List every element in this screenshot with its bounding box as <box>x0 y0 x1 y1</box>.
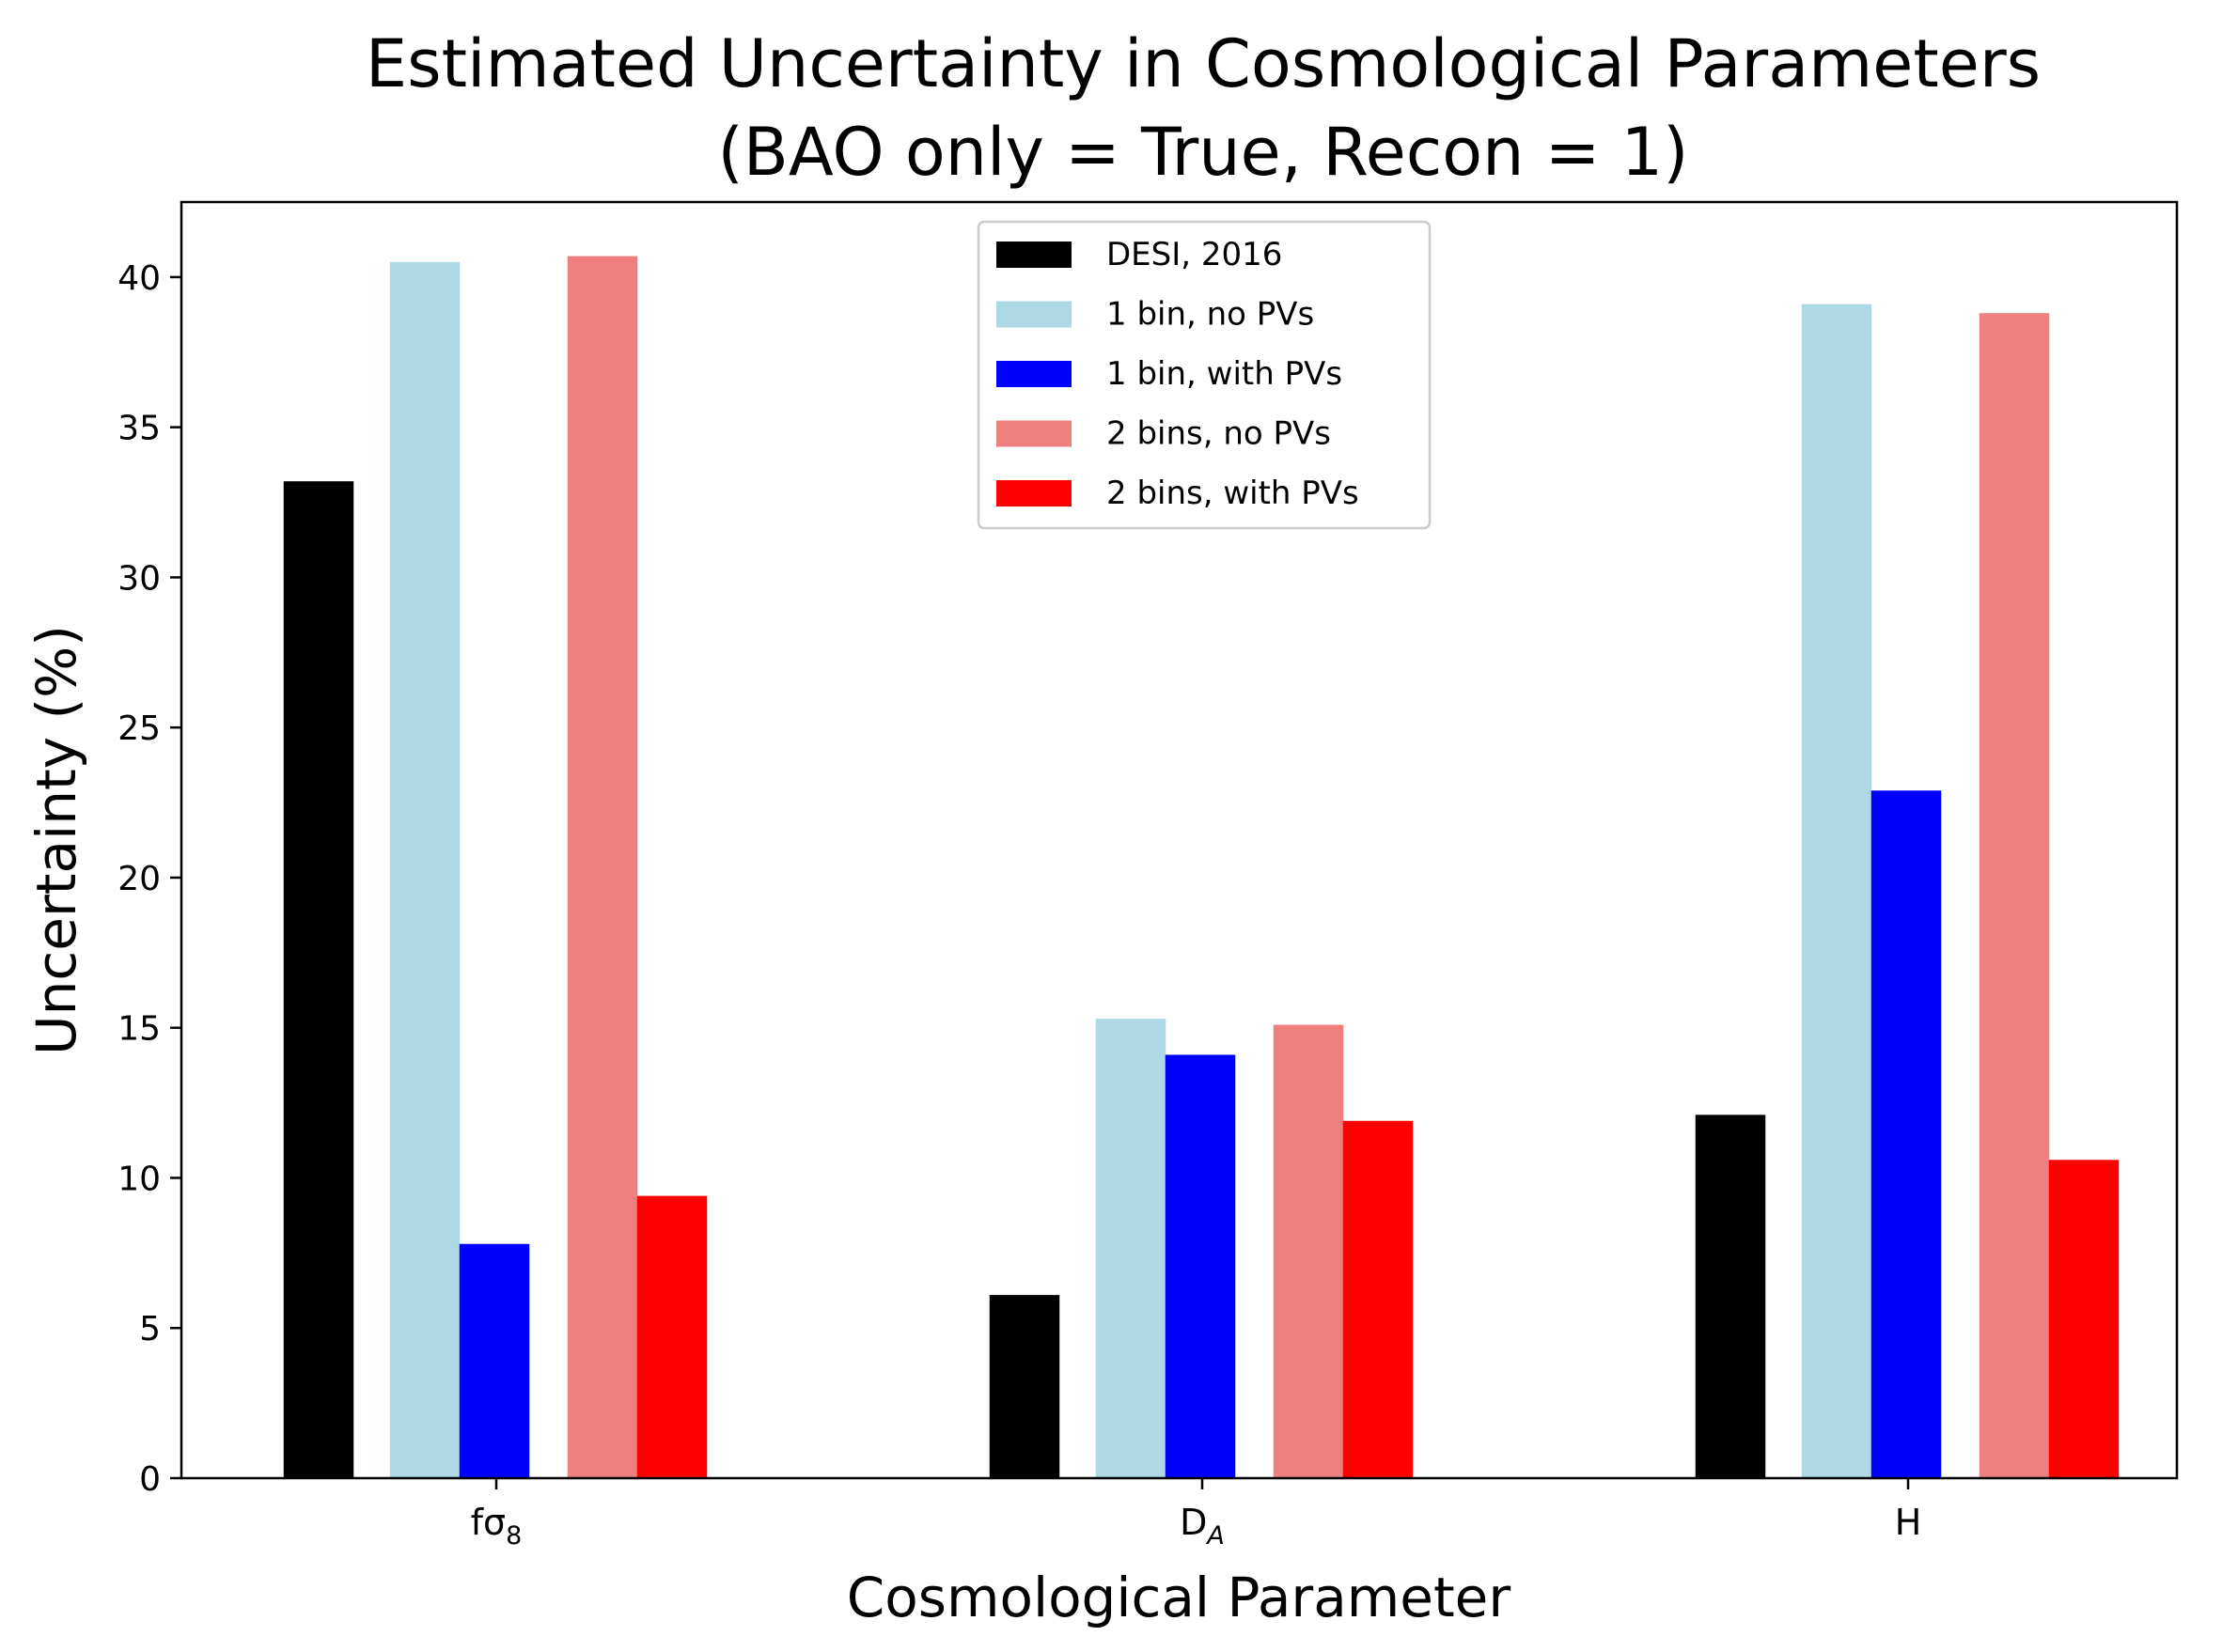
bar <box>636 1195 708 1478</box>
x-axis-label: Cosmological Parameter <box>847 1566 1511 1629</box>
x-tick-label-base: H <box>1895 1502 1922 1543</box>
chart-title-line1: Estimated Uncertainty in Cosmological Pa… <box>366 25 2041 102</box>
legend-box <box>977 220 1432 530</box>
bar <box>1342 1120 1414 1478</box>
x-tick-label-sub: A <box>1205 1521 1224 1551</box>
legend-swatch <box>996 242 1072 268</box>
x-tick-label: H <box>1895 1502 1922 1543</box>
y-tick-label: 25 <box>117 709 161 748</box>
bar <box>1979 313 2050 1479</box>
bars-group <box>283 256 2120 1479</box>
y-tick-label: 35 <box>117 410 161 448</box>
bar <box>2048 1160 2120 1478</box>
bar <box>1273 1024 1344 1478</box>
bar <box>1801 304 1872 1478</box>
bar <box>283 481 354 1478</box>
legend-swatch <box>996 420 1072 447</box>
legend-label: 1 bin, with PVs <box>1106 355 1342 393</box>
x-tick-label: fσ8 <box>471 1502 523 1551</box>
plot-frame <box>180 200 2179 1480</box>
legend-label: 1 bin, no PVs <box>1106 296 1314 334</box>
y-axis: 0 5 10 15 20 25 30 35 40 <box>117 259 181 1499</box>
legend: DESI, 2016 1 bin, no PVs 1 bin, with PVs 2 … <box>977 220 1432 530</box>
x-tick-label: DA <box>1180 1502 1225 1551</box>
bar <box>389 261 461 1478</box>
legend-label: DESI, 2016 <box>1106 236 1282 273</box>
bar <box>1165 1054 1236 1478</box>
y-tick-label: 20 <box>117 860 161 898</box>
y-tick-label: 10 <box>117 1160 161 1198</box>
chart-title-line2: (BAO only = True, Recon = 1) <box>718 114 1689 191</box>
legend-label: 2 bins, no PVs <box>1106 415 1331 453</box>
x-tick-label-base: fσ <box>471 1502 506 1543</box>
bar <box>989 1295 1060 1478</box>
bar <box>459 1243 530 1478</box>
y-tick-label: 30 <box>117 559 161 598</box>
legend-label: 2 bins, with PVs <box>1106 475 1359 512</box>
y-tick-label: 0 <box>139 1460 161 1499</box>
legend-swatch <box>996 480 1072 507</box>
bar <box>1870 790 1942 1478</box>
legend-swatch <box>996 301 1072 328</box>
y-tick-label: 5 <box>139 1310 161 1348</box>
bar <box>1095 1019 1166 1478</box>
y-tick-label: 15 <box>117 1010 161 1049</box>
bar <box>1695 1114 1766 1478</box>
bar <box>567 256 638 1479</box>
x-tick-label-base: D <box>1180 1502 1207 1543</box>
y-axis-label: Uncertainty (%) <box>24 625 88 1055</box>
x-axis: fσ8 DA H <box>471 1478 1922 1551</box>
legend-swatch <box>996 361 1072 387</box>
x-tick-label-sub: 8 <box>506 1521 522 1551</box>
y-tick-label: 40 <box>117 259 161 298</box>
